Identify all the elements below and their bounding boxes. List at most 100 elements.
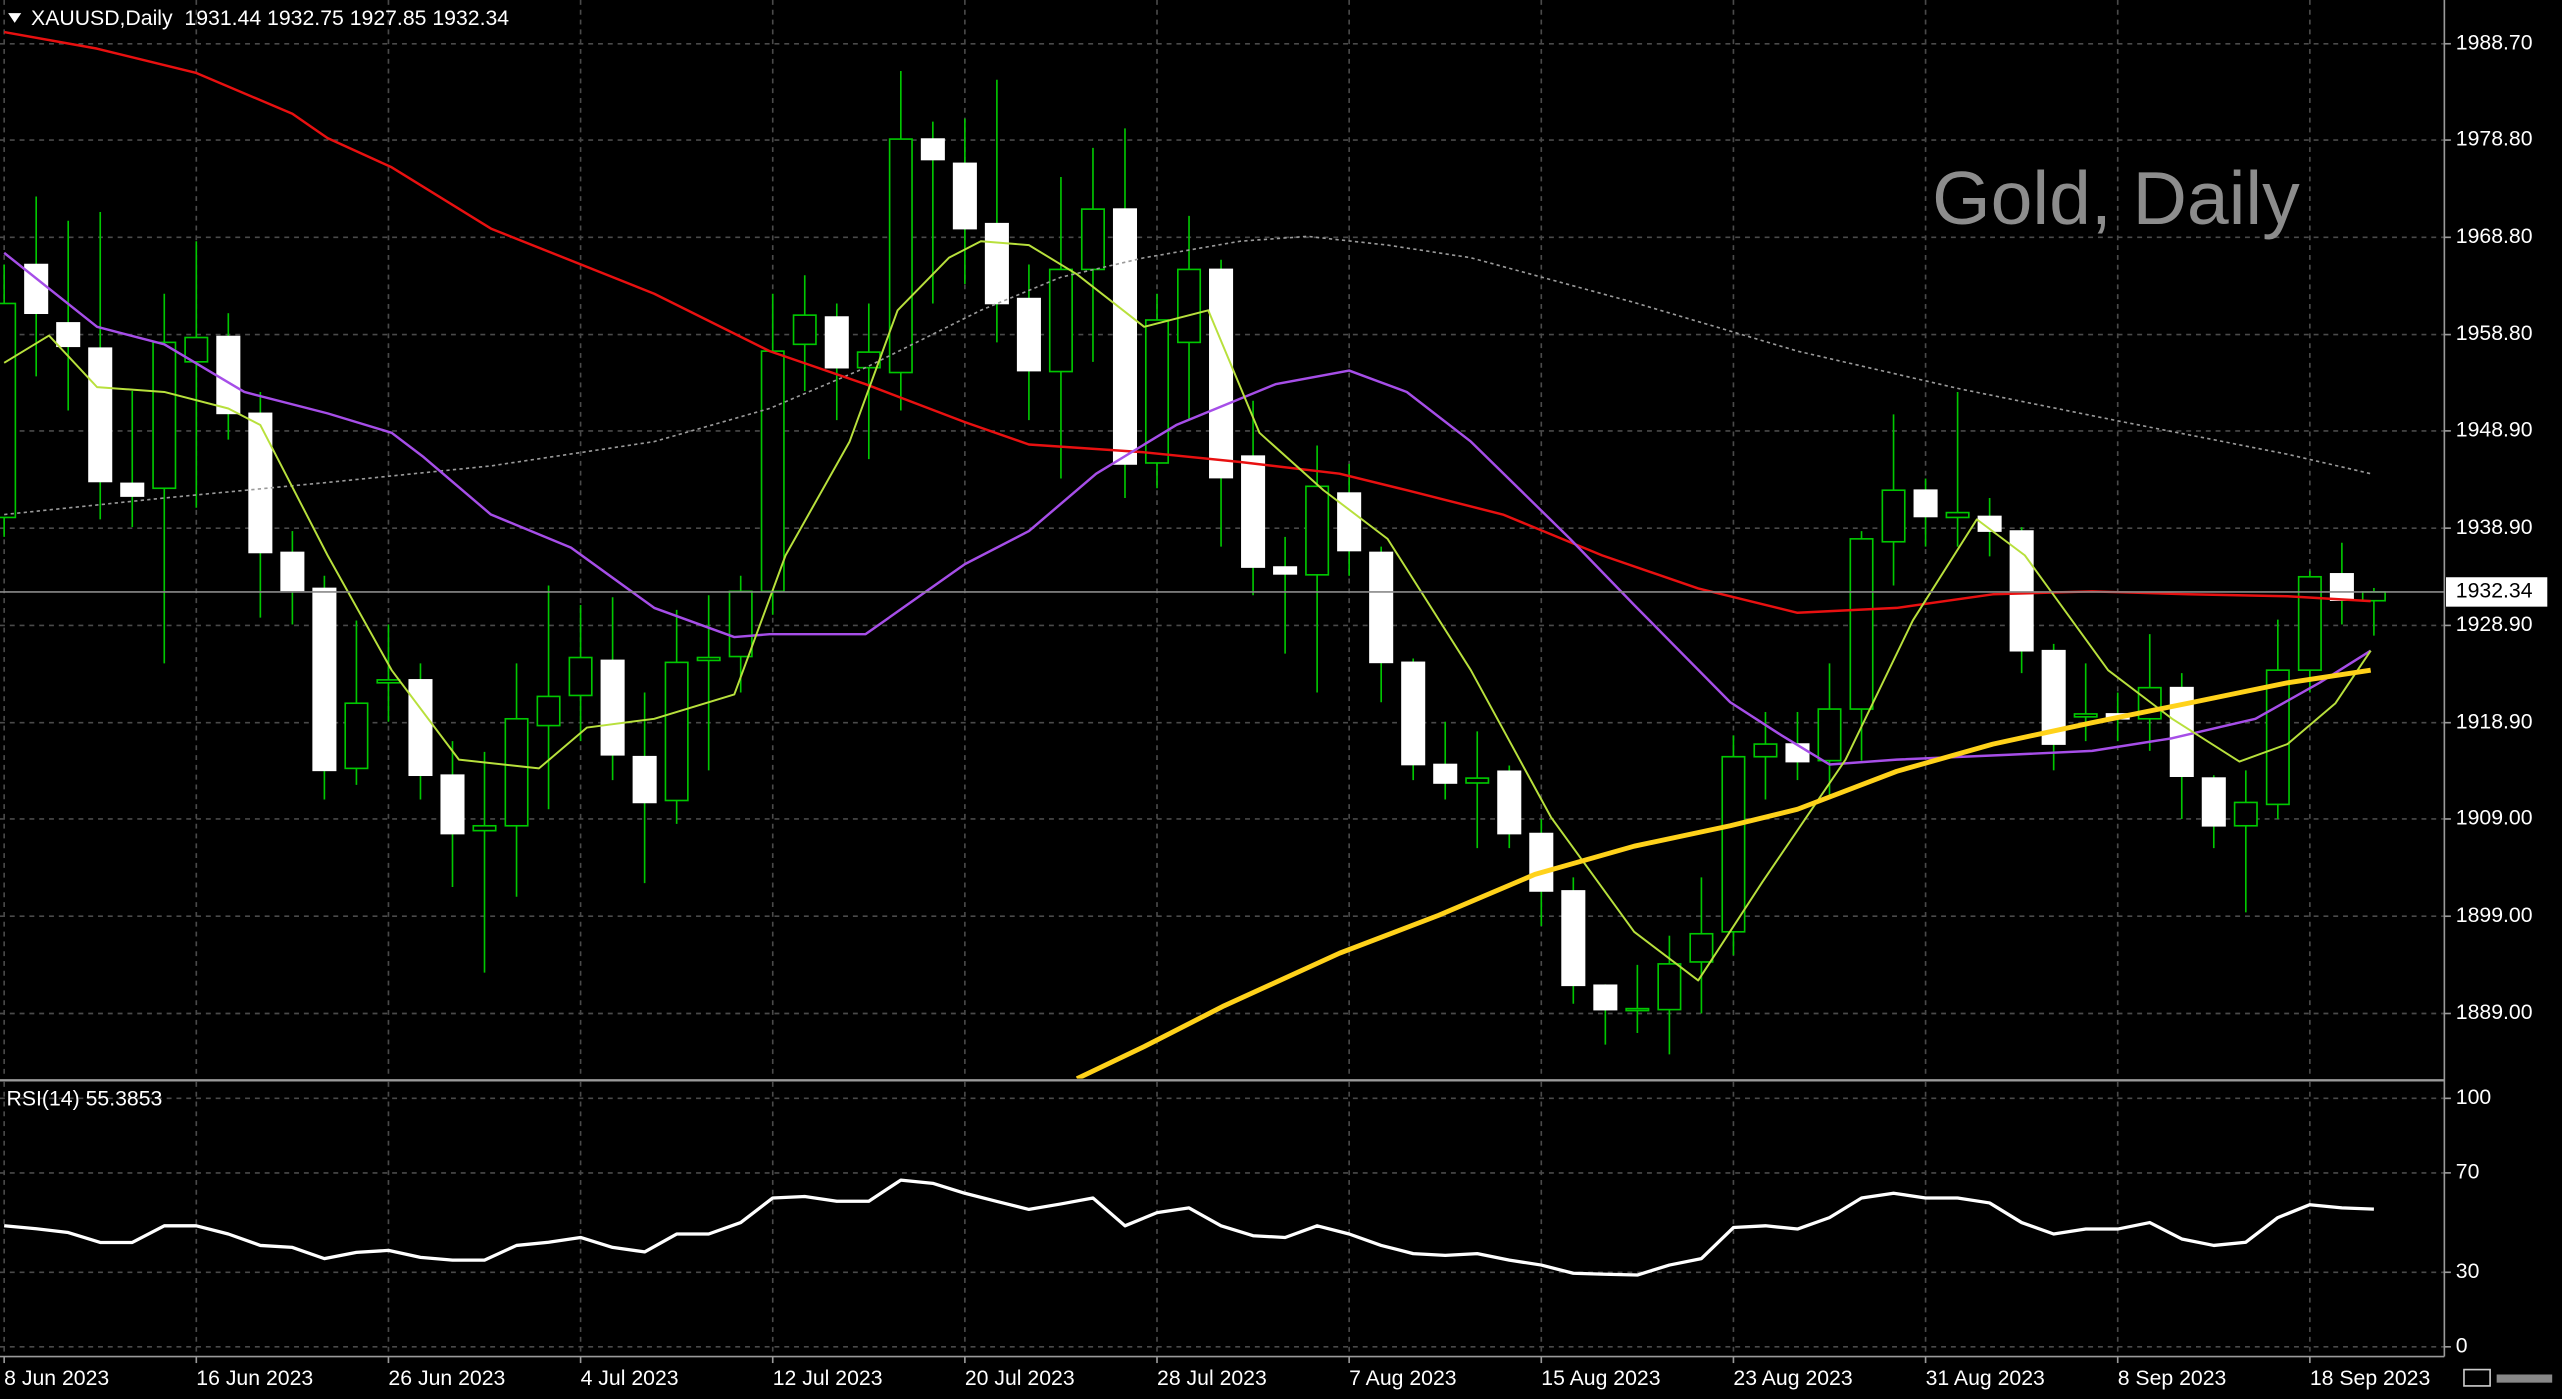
candle-body: [1689, 932, 1714, 963]
candle-body: [1849, 538, 1874, 710]
candle-body: [440, 774, 465, 835]
y-tick-label: 1988.70: [2456, 30, 2533, 54]
candle-body: [1977, 515, 2002, 532]
candle-body: [120, 482, 145, 497]
candle-body: [2265, 669, 2290, 806]
candle-body: [1881, 489, 1906, 543]
candle-body: [1241, 455, 1266, 568]
y-tick-label: 30: [2456, 1259, 2480, 1283]
candle-body: [1593, 984, 1618, 1011]
candle-body: [2233, 801, 2258, 827]
axes-layer: 1988.70 1978.80 1968.80 1958.80 1948.90 1938.…: [3, 30, 2548, 1390]
candle-body: [792, 314, 817, 346]
current-price-label: 1932.34: [2456, 579, 2533, 603]
y-tick-label: 1938.90: [2456, 515, 2533, 539]
candle-body: [1144, 319, 1170, 464]
candle-body: [728, 590, 753, 658]
x-tick-label: 12 Jul 2023: [773, 1366, 883, 1390]
indicator-line: [3, 251, 2372, 766]
indicator-line: [1075, 667, 2372, 1079]
candle-body: [952, 162, 977, 230]
candle-body: [408, 679, 433, 777]
candle-body: [2009, 530, 2034, 652]
y-tick-label: 70: [2456, 1159, 2480, 1183]
candle-body: [1337, 492, 1362, 552]
x-tick-label: 16 Jun 2023: [196, 1366, 313, 1390]
candle-body: [280, 551, 305, 592]
x-tick-label: 15 Aug 2023: [1541, 1366, 1660, 1390]
watermark: Gold, Daily: [1932, 156, 2300, 240]
candle-body: [2297, 575, 2322, 671]
candle-body: [1465, 777, 1490, 784]
candle-body: [760, 350, 785, 593]
price-plot: [0, 30, 2445, 1079]
candle-body: [984, 222, 1009, 305]
y-tick-label: 1958.80: [2456, 321, 2533, 345]
candle-body: [504, 717, 529, 827]
candle-body: [1209, 268, 1234, 479]
indicator-line: [3, 240, 2372, 982]
y-tick-label: 1968.80: [2456, 224, 2533, 248]
candle-body: [664, 661, 689, 802]
y-tick-label: 1889.00: [2456, 1000, 2533, 1024]
candle-body: [1273, 566, 1298, 575]
candle-body: [2329, 573, 2354, 601]
candle-body: [1080, 208, 1105, 271]
x-tick-label: 4 Jul 2023: [581, 1366, 679, 1390]
candle-body: [2073, 713, 2098, 718]
candle-body: [600, 659, 625, 756]
logo: [2463, 1368, 2553, 1387]
candle-body: [0, 302, 17, 519]
x-tick-label: 7 Aug 2023: [1349, 1366, 1456, 1390]
candle-body: [1497, 770, 1522, 835]
candle-body: [920, 138, 945, 161]
candle-body: [1048, 268, 1073, 373]
candle-body: [1721, 755, 1746, 933]
y-tick-label: 1899.00: [2456, 903, 2533, 927]
indicator-line: [3, 30, 2371, 614]
menu-triangle[interactable]: [8, 13, 22, 23]
candle-body: [472, 824, 497, 832]
x-tick-label: 31 Aug 2023: [1926, 1366, 2045, 1390]
symbol-header: XAUUSD,Daily 1931.44 1932.75 1927.85 193…: [31, 6, 509, 30]
candle-body: [536, 695, 561, 727]
candle-body: [2201, 777, 2226, 827]
x-tick-label: 26 Jun 2023: [388, 1366, 505, 1390]
indicator-line: [4, 235, 2371, 516]
y-tick-label: 1978.80: [2456, 127, 2533, 151]
candle-body: [1785, 743, 1810, 763]
candle-body: [344, 702, 369, 770]
rsi-plot: [4, 1178, 2374, 1277]
y-tick-label: 1928.90: [2456, 612, 2533, 636]
x-tick-label: 18 Sep 2023: [2310, 1366, 2430, 1390]
candle-body: [1369, 551, 1394, 664]
candle-body: [184, 336, 209, 363]
x-tick-label: 20 Jul 2023: [965, 1366, 1075, 1390]
candle-body: [1657, 963, 1682, 1011]
candle-body: [216, 335, 241, 415]
rsi-line: [4, 1178, 2374, 1277]
candle-body: [2041, 649, 2066, 745]
x-tick-label: 28 Jul 2023: [1157, 1366, 1267, 1390]
candle-body: [1305, 485, 1330, 576]
candle-body: [1529, 832, 1554, 892]
candle-body: [1433, 763, 1458, 784]
candle-body: [1401, 661, 1426, 766]
y-tick-label: 100: [2456, 1085, 2491, 1109]
y-tick-label: 1909.00: [2456, 806, 2533, 830]
candle-body: [568, 656, 593, 697]
x-tick-label: 23 Aug 2023: [1733, 1366, 1852, 1390]
x-tick-label: 8 Jun 2023: [4, 1366, 109, 1390]
y-tick-label: 0: [2456, 1333, 2468, 1357]
candle-body: [1112, 208, 1138, 465]
candle-body: [88, 347, 113, 483]
candle-body: [24, 263, 49, 315]
candle-body: [1753, 743, 1778, 758]
current-price-box: [2445, 577, 2548, 607]
candle-body: [312, 587, 337, 772]
candle-body: [376, 679, 401, 684]
x-tick-label: 8 Sep 2023: [2118, 1366, 2227, 1390]
candle-body: [152, 341, 177, 490]
